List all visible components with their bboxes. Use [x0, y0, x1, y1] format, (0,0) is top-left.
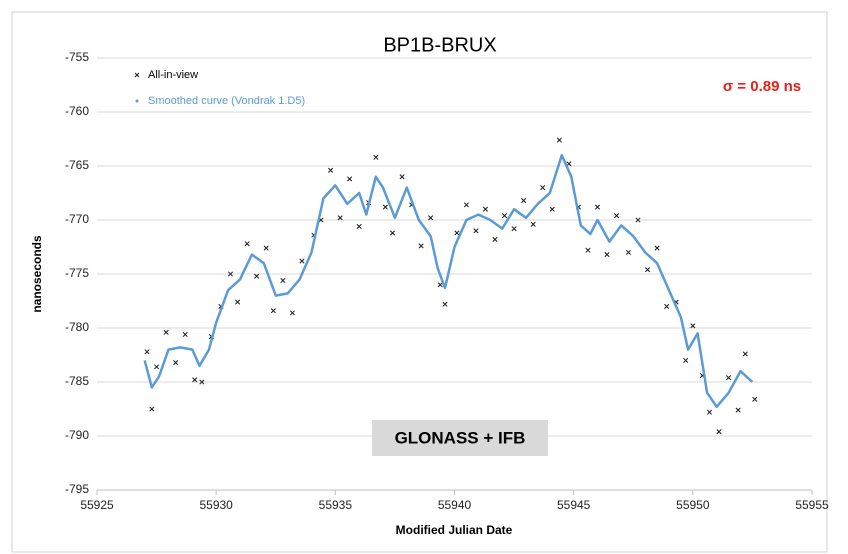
scatter-point [192, 377, 198, 383]
scatter-point [337, 215, 343, 221]
scatter-point [347, 176, 353, 182]
y-tick-label: -785 [65, 374, 89, 388]
scatter-point [182, 331, 188, 338]
scatter-point [654, 245, 660, 251]
scatter-point [742, 351, 748, 357]
scatter-point [726, 375, 732, 381]
y-tick-label: -775 [65, 266, 89, 280]
scatter-point [635, 217, 641, 223]
x-tick-label: 55955 [795, 498, 829, 512]
scatter-point [752, 396, 758, 402]
scatter-point [244, 241, 250, 247]
scatter-point [540, 185, 546, 191]
scatter-point [163, 329, 169, 335]
legend-label: All-in-view [148, 69, 198, 81]
scatter-point [144, 349, 150, 355]
scatter-point [614, 213, 620, 219]
scatter-point [227, 271, 234, 277]
scatter-point [270, 308, 276, 314]
chart-title: BP1B-BRUX [383, 34, 496, 56]
y-tick-label: -755 [65, 50, 89, 64]
x-tick-label: 55940 [438, 498, 472, 512]
scatter-point [594, 204, 601, 210]
scatter-point [437, 282, 443, 288]
scatter-point [556, 137, 562, 143]
scatter-point [501, 213, 508, 219]
scatter-point [690, 323, 696, 329]
scatter-point [530, 221, 536, 227]
scatter-point [173, 360, 179, 366]
smoothed-line [143, 153, 754, 409]
scatter-point [585, 247, 591, 253]
scatter-point [706, 409, 713, 415]
scatter-point [382, 204, 388, 210]
scatter-point [454, 230, 460, 236]
constellation-annotation: GLONASS + IFB [395, 428, 526, 447]
scatter-point [463, 202, 469, 208]
legend-marker [134, 72, 140, 78]
scatter-point [492, 236, 498, 242]
scatter-point [442, 301, 448, 307]
scatter-point [625, 249, 632, 255]
x-tick-label: 55925 [80, 498, 114, 512]
x-tick-label: 55930 [199, 498, 233, 512]
scatter-point [735, 407, 741, 413]
scatter-point [263, 245, 269, 251]
chart-border [11, 11, 828, 553]
scatter-point [511, 226, 517, 232]
scatter-point [664, 303, 670, 309]
x-tick-label: 55945 [557, 498, 591, 512]
y-tick-label: -780 [65, 320, 89, 334]
legend-label: Smoothed curve (Vondrak 1.D5) [148, 95, 305, 107]
scatter-point [418, 243, 424, 249]
y-tick-label: -790 [65, 428, 89, 442]
y-tick-label: -795 [65, 482, 89, 496]
legend-marker [135, 99, 139, 103]
scatter-point [328, 167, 334, 173]
y-axis-label: nanoseconds [30, 235, 44, 313]
x-tick-label: 55950 [676, 498, 710, 512]
x-tick-label: 55935 [319, 498, 353, 512]
y-tick-label: -770 [65, 212, 89, 226]
scatter-point [289, 310, 295, 316]
scatter-point [549, 206, 555, 212]
scatter-point [389, 230, 396, 236]
scatter-point [521, 198, 527, 204]
scatter-point [604, 252, 610, 258]
scatter-point [644, 267, 651, 273]
scatter-point [716, 429, 722, 435]
scatter-point [235, 299, 241, 305]
scatter-point [280, 277, 286, 284]
annotation-box [372, 420, 548, 456]
scatter-point [199, 379, 205, 385]
scatter-point [683, 357, 689, 363]
scatter-point [356, 223, 362, 230]
title-backdrop [340, 30, 540, 66]
scatter-point [254, 273, 260, 279]
scatter-point [482, 206, 489, 212]
scatter-point [428, 215, 434, 221]
scatter-point [149, 406, 155, 412]
scatter-point [154, 364, 160, 370]
scatter-point [473, 228, 479, 234]
scatter-point [399, 174, 405, 180]
scatter-point [299, 258, 305, 264]
sigma-annotation: σ = 0.89 ns [723, 78, 801, 95]
scatter-point [373, 154, 379, 160]
y-tick-label: -760 [65, 104, 89, 118]
x-axis-label: Modified Julian Date [396, 523, 513, 537]
y-tick-label: -765 [65, 158, 89, 172]
